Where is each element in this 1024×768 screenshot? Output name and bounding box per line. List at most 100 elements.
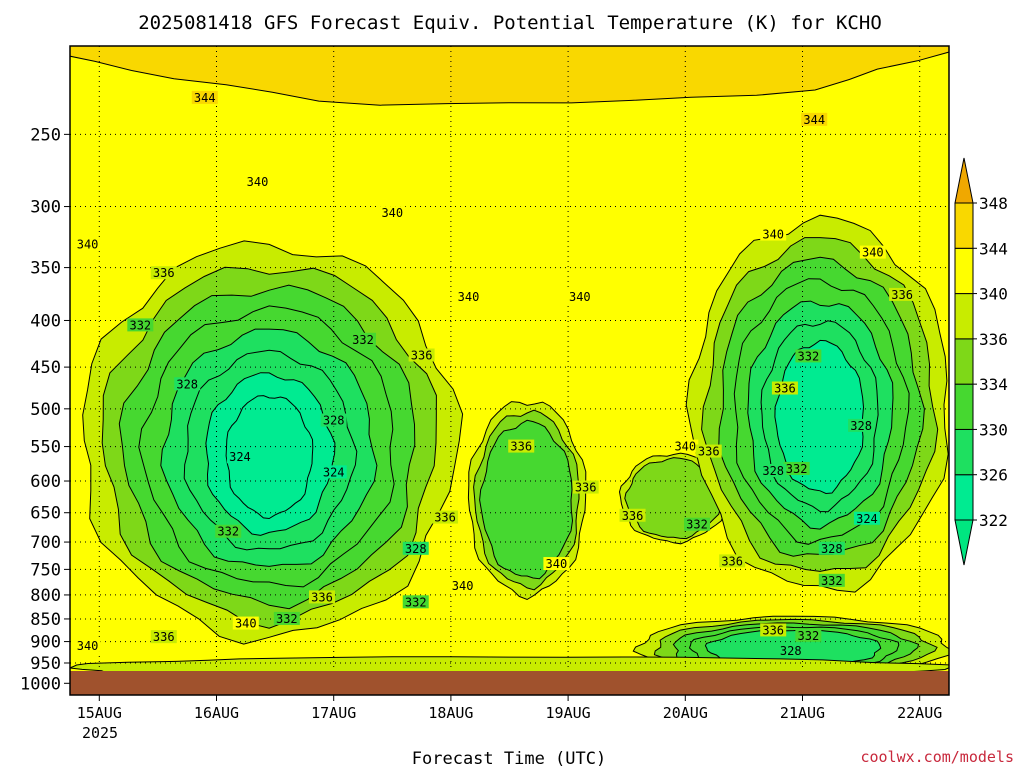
contour-label-bg xyxy=(801,112,828,126)
contour-label-bg xyxy=(191,90,218,104)
colorbar-band xyxy=(954,383,974,430)
contour-label: 336 xyxy=(311,590,333,604)
y-axis: 250 300 350 400 450 500 550 600 650 700 750 800 850 9… xyxy=(20,125,70,694)
x-tick-label: 18AUG xyxy=(428,704,473,722)
y-tick-label: 950 xyxy=(30,654,61,674)
contour-label: 340 xyxy=(862,246,884,260)
colorbar-max-arrow xyxy=(954,157,974,204)
plot-frame xyxy=(69,45,950,696)
contour-label-bg xyxy=(760,623,787,637)
contour-label-bg xyxy=(150,266,177,280)
contour-label-bg xyxy=(455,290,482,304)
contour-label: 340 xyxy=(762,228,784,242)
contour-label: 340 xyxy=(247,175,269,189)
contour-label-bg xyxy=(672,439,699,453)
chart-title: 2025081418 GFS Forecast Equiv. Potential… xyxy=(138,12,882,34)
contour-label-bg xyxy=(320,465,347,479)
ground-layer xyxy=(70,671,949,695)
contour-label: 336 xyxy=(698,445,720,459)
contour-label-bg xyxy=(572,480,599,494)
contour-label-bg xyxy=(760,227,787,241)
contour-label: 336 xyxy=(153,630,175,644)
contour-label: 340 xyxy=(458,290,480,304)
contour-label-bg xyxy=(684,517,711,531)
contour-label: 344 xyxy=(803,113,825,127)
contour-label: 332 xyxy=(786,462,808,476)
contour-label: 336 xyxy=(510,440,532,454)
contour-label-bg xyxy=(127,318,154,332)
y-tick-label: 850 xyxy=(30,610,61,630)
contour-label-bg xyxy=(350,332,376,346)
contour-label: 340 xyxy=(674,440,696,454)
colorbar-band xyxy=(954,428,974,476)
contour-label: 340 xyxy=(569,290,591,304)
contour-label-bg xyxy=(402,541,429,555)
y-tick-label: 750 xyxy=(30,560,61,580)
contour-label: 324 xyxy=(229,450,251,464)
contour-label-bg xyxy=(232,616,259,630)
colorbar-band xyxy=(954,293,974,340)
theta-e-region-325 xyxy=(774,339,865,495)
contour-label: 332 xyxy=(217,525,239,539)
contour-label-bg xyxy=(719,554,746,568)
contour-label: 328 xyxy=(405,542,427,556)
contour-label-bg xyxy=(74,237,101,251)
y-tick-label: 250 xyxy=(30,125,61,145)
y-tick-label: 650 xyxy=(30,504,61,524)
contour-label: 340 xyxy=(77,237,99,251)
colorbar-label: 334 xyxy=(979,375,1008,394)
x-tick-label: 19AUG xyxy=(546,704,591,722)
contour-label-bg xyxy=(853,511,880,525)
contour-label: 324 xyxy=(323,465,345,479)
contour-label-bg xyxy=(695,444,722,458)
y-tick-label: 350 xyxy=(30,259,61,279)
contour-label-bg xyxy=(150,630,177,644)
contour-label-bg xyxy=(308,590,335,604)
contour-label-bg xyxy=(783,461,810,475)
y-tick-label: 500 xyxy=(30,400,61,420)
contour-label-bg xyxy=(508,439,535,453)
contour-label-bg xyxy=(818,573,845,587)
contour-label: 328 xyxy=(323,414,345,428)
x-tick-label: 20AUG xyxy=(663,704,708,722)
contour-label-bg xyxy=(859,245,886,259)
x-tick-label: 22AUG xyxy=(897,704,942,722)
contour-label: 328 xyxy=(176,377,198,391)
colorbar-band xyxy=(954,247,974,295)
contour-label-bg xyxy=(818,541,845,555)
contour-label: 332 xyxy=(821,574,843,588)
contour-label-bg xyxy=(760,463,787,477)
colorbar-label: 348 xyxy=(979,194,1008,213)
contour-label-bg xyxy=(273,611,300,625)
x-tick-label: 17AUG xyxy=(311,704,356,722)
contour-label-bg xyxy=(795,628,822,642)
contour-label-bg xyxy=(226,450,253,464)
contour-label-bg xyxy=(889,287,916,301)
x-tick-label: 15AUG xyxy=(77,704,122,722)
y-tick-label: 550 xyxy=(30,438,61,458)
colorbar-label: 344 xyxy=(979,239,1008,258)
theta-e-region-323 xyxy=(225,395,314,520)
contour-label: 336 xyxy=(575,481,597,495)
contour-label-bg xyxy=(320,413,347,427)
contour-label-bg xyxy=(795,349,822,363)
colorbar-label: 322 xyxy=(979,511,1008,530)
contour-label-bg xyxy=(543,557,570,571)
contour-label: 324 xyxy=(856,512,878,526)
contour-label-bg xyxy=(619,508,646,522)
contour-label: 336 xyxy=(622,509,644,523)
contour-label: 336 xyxy=(434,511,456,525)
contour-label-bg xyxy=(771,381,798,395)
contour-label: 344 xyxy=(194,91,216,105)
y-tick-label: 1000 xyxy=(20,674,61,694)
y-tick-label: 600 xyxy=(30,472,61,492)
contour-label: 328 xyxy=(821,542,843,556)
colorbar-label: 326 xyxy=(979,466,1008,485)
theta-e-region-346 xyxy=(70,46,949,106)
colorbar-band xyxy=(954,202,974,249)
contour-label-bg xyxy=(432,510,459,524)
credit-link[interactable]: coolwx.com/models xyxy=(860,748,1014,766)
y-tick-label: 900 xyxy=(30,633,61,653)
